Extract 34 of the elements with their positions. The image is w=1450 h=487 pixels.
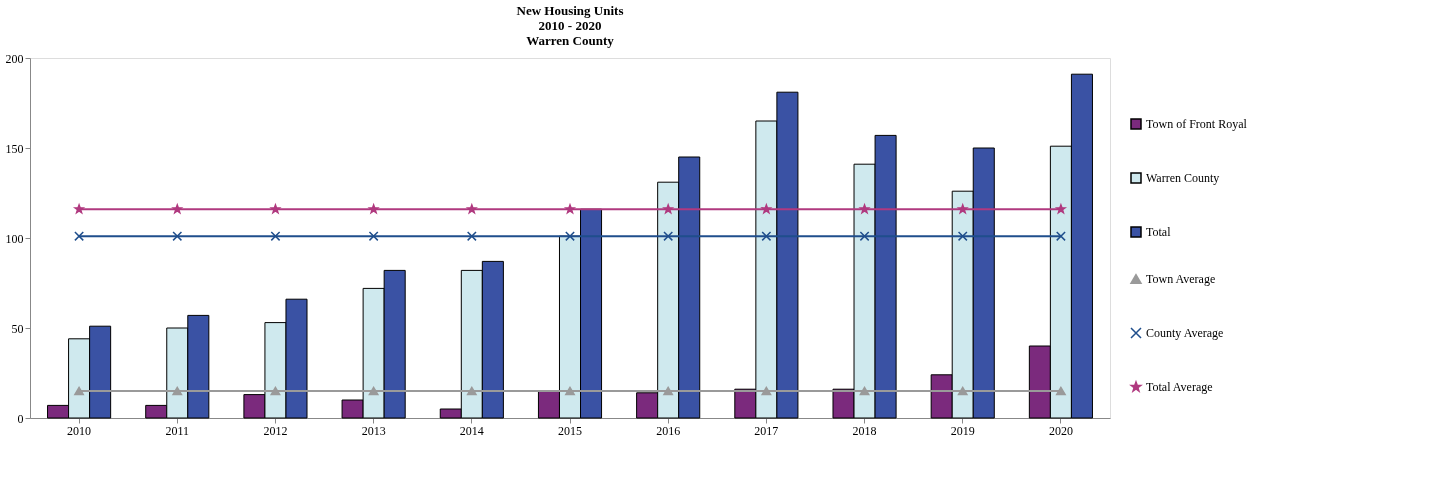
- legend-label: Warren County: [1146, 171, 1220, 185]
- legend-label: Total Average: [1146, 380, 1213, 394]
- point: [957, 231, 968, 242]
- point: [172, 231, 183, 242]
- x-tick-label: 2016: [656, 423, 681, 438]
- x-tick-label: 2019: [950, 423, 975, 438]
- point: [74, 231, 85, 242]
- point: [466, 231, 477, 242]
- x-tick-label: 2018: [852, 423, 877, 438]
- x-tick-label: 2014: [459, 423, 484, 438]
- legend-label: Total: [1146, 225, 1172, 239]
- x-tick-label: 2015: [558, 423, 582, 438]
- y-tick-label: 50: [11, 321, 24, 336]
- x-tick-label: 2010: [67, 423, 92, 438]
- y-tick-label: 200: [5, 51, 24, 66]
- legend-label: Town Average: [1146, 272, 1216, 286]
- y-tick-label: 0: [17, 411, 24, 426]
- point: [1055, 231, 1066, 242]
- x-tick-label: 2013: [361, 423, 386, 438]
- chart-title: New Housing Units 2010 - 2020 Warren County: [516, 3, 624, 48]
- legend-label: County Average: [1146, 326, 1224, 340]
- point: [859, 231, 870, 242]
- y-tick-label: 100: [5, 231, 24, 246]
- point: [270, 231, 281, 242]
- point: [663, 231, 674, 242]
- point: [565, 231, 575, 242]
- y-tick-label: 150: [5, 141, 24, 156]
- x-tick-label: 2017: [754, 423, 779, 438]
- x-tick-label: 2020: [1048, 423, 1073, 438]
- legend-label: Town of Front Royal: [1146, 117, 1248, 131]
- point: [761, 231, 772, 242]
- x-tick-label: 2012: [263, 423, 288, 438]
- x-tick-label: 2011: [165, 423, 190, 438]
- point: [368, 231, 379, 242]
